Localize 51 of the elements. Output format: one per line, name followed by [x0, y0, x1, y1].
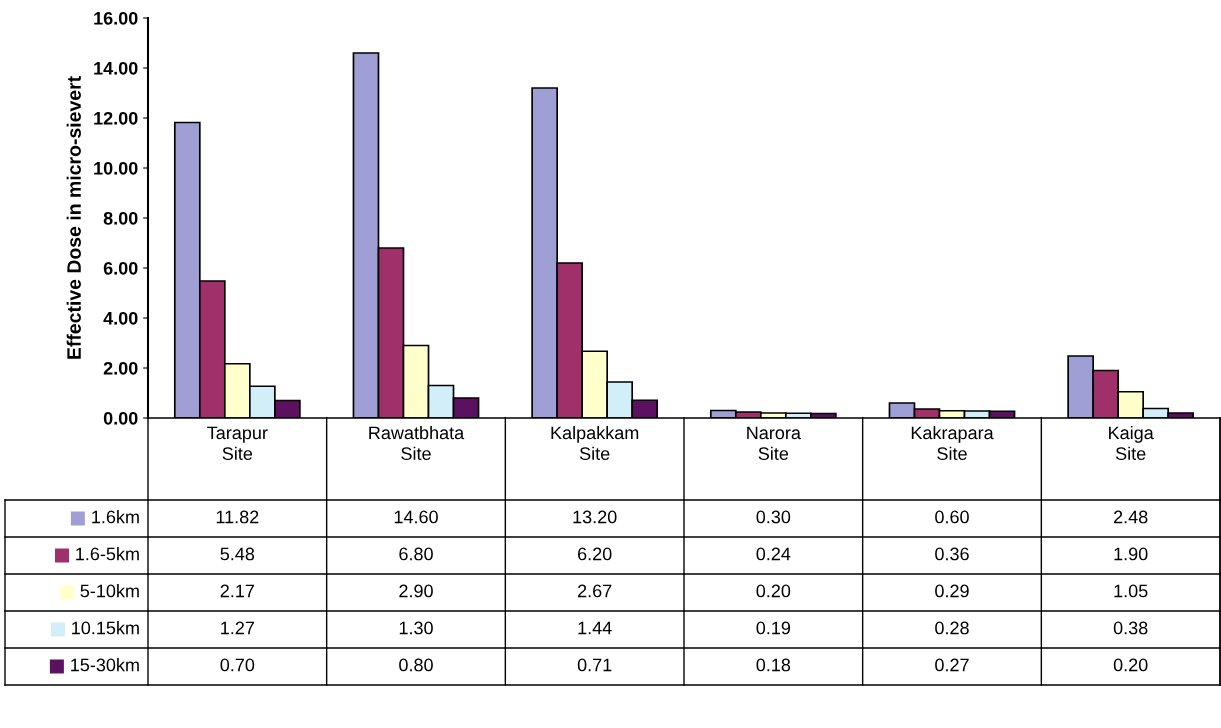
- data-label: 0.80: [399, 658, 433, 672]
- y-tick-label: 14.00: [94, 61, 138, 75]
- y-tick-label: 6.00: [103, 261, 138, 275]
- data-label: 0.60: [935, 510, 969, 524]
- y-tick-label: 0.00: [103, 411, 138, 425]
- y-tick-label: 10.00: [94, 161, 138, 175]
- data-label: 0.38: [1113, 621, 1148, 635]
- data-label: 2.90: [399, 584, 433, 598]
- y-axis-title: Effective Dose in micro-sievert: [66, 76, 81, 359]
- data-label: 0.20: [756, 584, 791, 598]
- data-label: 6.80: [399, 547, 433, 561]
- data-label: 11.82: [216, 510, 259, 524]
- data-label: 1.44: [578, 621, 612, 635]
- x-tick-label: Narora Site: [747, 426, 801, 461]
- x-tick-label: Rawatbhata Site: [369, 426, 465, 461]
- x-tick-label: Kakrapara Site: [911, 426, 994, 461]
- y-tick-label: 4.00: [103, 311, 138, 325]
- y-tick-label: 12.00: [94, 111, 138, 125]
- data-label: 1.90: [1114, 547, 1148, 561]
- legend-label: 10.15km: [72, 621, 139, 635]
- data-label: 0.18: [756, 658, 791, 672]
- data-label: 2.48: [1114, 510, 1148, 524]
- data-label: 0.71: [577, 658, 612, 672]
- data-label: 0.29: [935, 584, 969, 598]
- y-tick-label: 2.00: [103, 361, 138, 375]
- data-label: 1.27: [221, 621, 254, 635]
- y-tick-label: 8.00: [103, 211, 138, 225]
- data-label: 0.36: [935, 547, 969, 561]
- data-label: 0.24: [756, 547, 791, 561]
- data-label: 1.05: [1114, 584, 1148, 598]
- x-tick-label: Kaiga Site: [1109, 426, 1154, 461]
- x-tick-label: Tarapur Site: [207, 426, 268, 461]
- data-label: 0.27: [935, 658, 969, 672]
- data-label: 2.17: [220, 584, 254, 598]
- x-tick-label: Kalpakkam Site: [551, 426, 639, 461]
- data-label: 0.30: [756, 510, 791, 524]
- data-label: 0.70: [220, 658, 255, 672]
- data-label: 14.60: [394, 510, 438, 524]
- data-label: 0.28: [935, 621, 969, 635]
- legend-label: 15-30km: [71, 658, 139, 672]
- data-label: 13.20: [573, 510, 617, 524]
- legend-label: 1.6-5km: [76, 547, 139, 561]
- data-label: 0.19: [756, 621, 791, 635]
- legend-label: 5-10km: [80, 584, 139, 598]
- data-label: 5.48: [220, 547, 255, 561]
- data-label: 1.30: [399, 621, 433, 635]
- y-tick-label: 16.00: [94, 11, 138, 25]
- data-label: 2.67: [578, 584, 612, 598]
- legend-label: 1.6km: [92, 510, 139, 524]
- data-label: 6.20: [578, 547, 612, 561]
- data-label: 0.20: [1113, 658, 1148, 672]
